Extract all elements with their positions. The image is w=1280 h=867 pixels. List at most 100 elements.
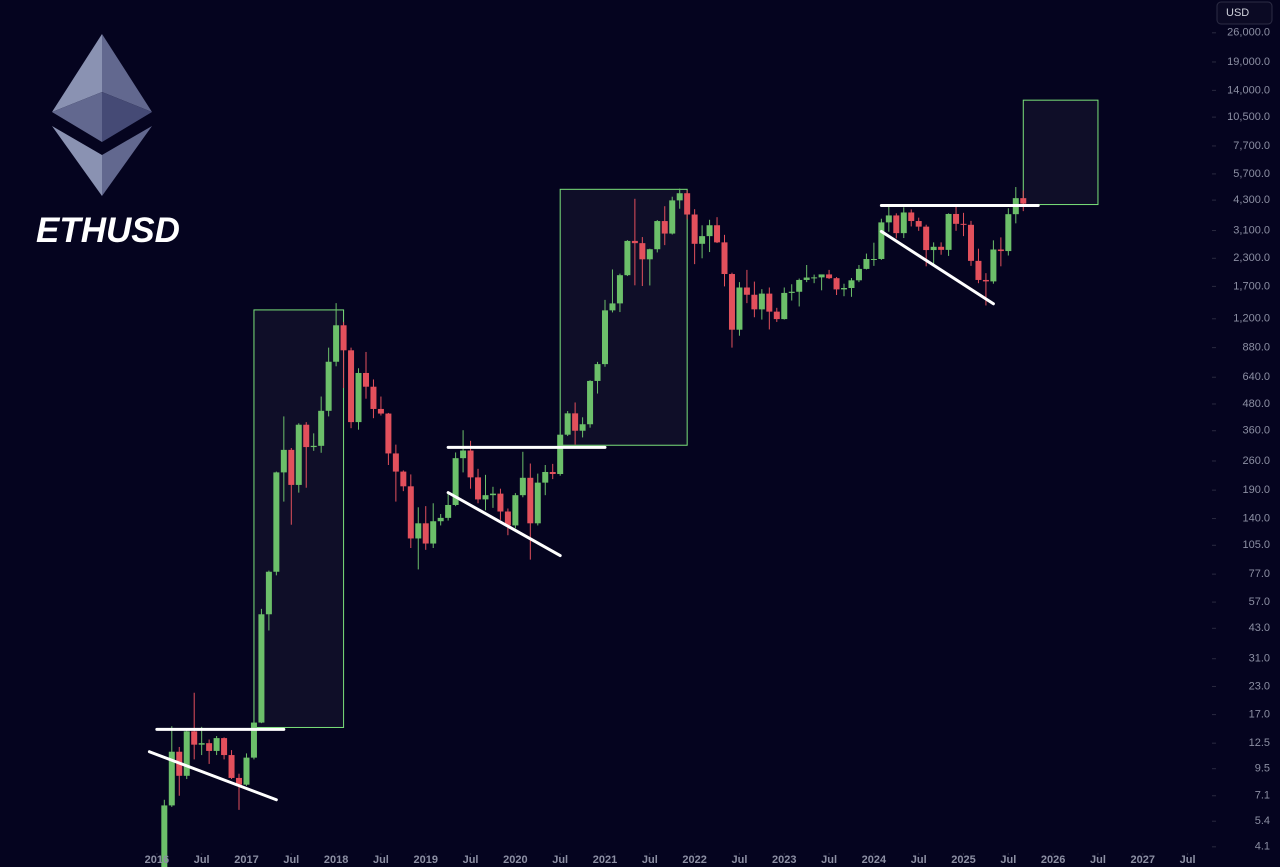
candle-body: [542, 471, 549, 483]
candle-body: [855, 268, 862, 281]
x-tick-label: Jul: [821, 854, 837, 866]
candle-body: [370, 386, 377, 409]
candle-body: [758, 293, 765, 310]
y-axis-label: USD: [1226, 7, 1249, 19]
y-tick-label: 23.0: [1249, 680, 1270, 692]
candle-body: [826, 274, 833, 279]
currency-badge: [1216, 1, 1273, 25]
candle-body: [445, 504, 452, 518]
trend-line: [147, 750, 278, 802]
candle-body: [280, 449, 287, 473]
y-tick-label: 1,700.0: [1233, 280, 1270, 292]
y-tick-label: 10,500.0: [1227, 111, 1270, 123]
candle-body: [930, 246, 937, 251]
x-tick-label: Jul: [1000, 854, 1016, 866]
candle-body: [452, 458, 459, 505]
candle-body: [893, 215, 900, 234]
x-tick-label: Jul: [1180, 854, 1196, 866]
x-tick-label: 2018: [324, 854, 348, 866]
candle-body: [691, 214, 698, 244]
candle-body: [362, 372, 369, 387]
y-tick-label: 19,000.0: [1227, 56, 1270, 68]
candle-body: [631, 240, 638, 244]
candle-body: [303, 424, 310, 448]
candle-body: [781, 292, 788, 320]
x-tick-label: 2024: [862, 854, 887, 866]
candle-body: [743, 287, 750, 295]
y-tick-label: 1,200.0: [1233, 313, 1270, 325]
candle-body: [475, 477, 482, 500]
candle-body: [482, 495, 489, 500]
candle-body: [348, 350, 355, 423]
candle-body: [818, 274, 825, 278]
candle-body: [900, 212, 907, 234]
candle-body: [602, 310, 608, 365]
y-tick-label: 880.0: [1242, 342, 1270, 354]
candle-body: [385, 413, 392, 454]
x-tick-label: 2022: [682, 854, 706, 866]
candle-body: [422, 523, 429, 544]
candle-body: [183, 731, 190, 776]
candle-body: [527, 477, 534, 524]
y-tick-label: 17.0: [1249, 708, 1270, 720]
candle-body: [549, 471, 556, 475]
y-tick-label: 105.0: [1242, 539, 1270, 551]
candle-body: [848, 280, 855, 289]
candle-body: [340, 325, 347, 351]
x-tick-label: 2016: [145, 854, 169, 866]
candle-body: [751, 294, 758, 310]
y-tick-label: 26,000.0: [1227, 27, 1270, 39]
candle-body: [318, 410, 325, 446]
x-tick-label: 2020: [503, 854, 527, 866]
candle-body: [504, 511, 511, 526]
candle-body: [684, 193, 691, 215]
target-box: [1022, 99, 1099, 206]
candle-body: [213, 738, 220, 751]
y-tick-label: 43.0: [1249, 622, 1270, 634]
candle-body: [489, 493, 496, 496]
candle-body: [310, 445, 317, 448]
y-tick-label: 31.0: [1249, 653, 1270, 665]
trend-line: [446, 491, 562, 558]
candle-body: [908, 212, 915, 222]
candle-body: [699, 236, 706, 244]
candle-body: [572, 413, 579, 431]
candle-body: [564, 413, 571, 435]
candle-body: [467, 450, 474, 478]
candle-body: [325, 361, 332, 411]
x-tick-label: 2019: [413, 854, 437, 866]
candle-body: [333, 325, 340, 362]
candle-body: [609, 303, 616, 311]
plot-area: [147, 99, 1099, 867]
candle-body: [594, 364, 601, 381]
y-tick-label: 2,300.0: [1233, 252, 1270, 264]
candle-body: [161, 805, 168, 867]
candle-body: [198, 743, 205, 745]
x-tick-label: 2026: [1041, 854, 1065, 866]
candle-body: [168, 751, 175, 806]
candle-body: [273, 472, 280, 572]
candle-body: [616, 275, 623, 304]
candle-body: [392, 453, 399, 472]
candle-body: [258, 614, 265, 723]
candle-body: [669, 200, 676, 234]
candle-body: [437, 517, 444, 522]
candle-body: [878, 222, 885, 259]
candle-body: [915, 221, 922, 227]
y-tick-label: 7.1: [1255, 790, 1270, 802]
candle-body: [460, 450, 467, 459]
candle-body: [557, 434, 564, 475]
candle-body: [243, 757, 250, 785]
candle-body: [587, 380, 594, 425]
y-tick-label: 57.0: [1249, 596, 1270, 608]
x-tick-label: 2025: [951, 854, 975, 866]
candle-body: [191, 731, 198, 745]
y-tick-label: 190.0: [1242, 484, 1270, 496]
x-tick-label: 2027: [1131, 854, 1155, 866]
candle-body: [661, 221, 668, 234]
chart-title: ETHUSD: [36, 211, 180, 250]
candle-body: [945, 213, 952, 250]
x-tick-label: Jul: [463, 854, 479, 866]
